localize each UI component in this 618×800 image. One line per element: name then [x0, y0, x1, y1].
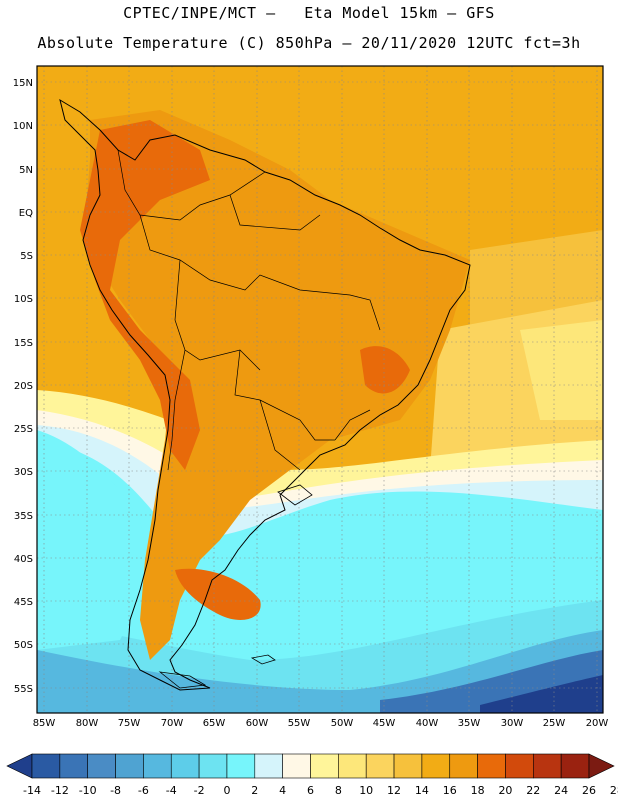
falklands-outline — [250, 654, 276, 665]
colorbar-swatch — [282, 753, 311, 779]
colorbar-tick-label: -12 — [51, 784, 69, 797]
lat-label: 5N — [19, 165, 33, 176]
map-frame — [36, 65, 604, 714]
colorbar-swatch — [170, 753, 200, 779]
lat-label: 50S — [14, 640, 33, 651]
colorbar-max-triangle — [588, 753, 615, 779]
colorbar-tick-label: 18 — [471, 784, 485, 797]
colorbar: -14 -12 -10 -8 -6 -4 -2 0 2 4 6 8 10 12 14 16 18 20 22 24 26… — [6, 753, 618, 797]
tierra-del-fuego-outline — [158, 671, 207, 689]
colorbar-tick-label: 8 — [335, 784, 342, 797]
lon-label: 50W — [331, 718, 354, 729]
colorbar-ticks: -14 -12 -10 -8 -6 -4 -2 0 2 4 6 8 10 12 14 16 18 20 22 24 26… — [23, 784, 618, 797]
lat-label: 55S — [14, 684, 33, 695]
lon-label: 45W — [373, 718, 396, 729]
lat-label: EQ — [19, 208, 33, 219]
colorbar-tick-label: -10 — [79, 784, 97, 797]
colorbar-swatch — [115, 753, 144, 779]
lagoon-outline — [277, 484, 313, 506]
lat-label: 15N — [13, 78, 33, 89]
lon-label: 70W — [161, 718, 184, 729]
colorbar-tick-label: 10 — [359, 784, 373, 797]
colorbar-swatch — [532, 753, 562, 779]
lat-label: 10N — [13, 121, 33, 132]
colorbar-swatch — [198, 753, 228, 779]
colorbar-tick-label: -2 — [194, 784, 205, 797]
temperature-zone-12 — [520, 320, 603, 420]
lon-label: 25W — [543, 718, 566, 729]
colorbar-tick-label: -4 — [166, 784, 177, 797]
lon-label: 55W — [288, 718, 311, 729]
temperature-map: 15N 10N 5N EQ 5S 10S 15S 20S 25S 30S 35S… — [13, 65, 609, 729]
country-borders — [117, 149, 381, 471]
lat-label: 35S — [14, 511, 33, 522]
temperature-zone-minus6 — [480, 675, 603, 713]
colorbar-tick-label: 20 — [498, 784, 512, 797]
lat-label: 5S — [20, 251, 33, 262]
colorbar-swatch — [87, 753, 116, 779]
colorbar-tick-label: 0 — [223, 784, 230, 797]
colorbar-swatch — [505, 753, 534, 779]
colorbar-swatch — [59, 753, 88, 779]
colorbar-tick-label: 16 — [443, 784, 457, 797]
south-america-coastline — [59, 98, 471, 691]
colorbar-swatch — [560, 753, 590, 779]
lon-label: 60W — [246, 718, 269, 729]
colorbar-tick-label: 24 — [554, 784, 568, 797]
lat-label: 30S — [14, 467, 33, 478]
lat-label: 25S — [14, 424, 33, 435]
colorbar-tick-label: 12 — [387, 784, 401, 797]
colorbar-swatch — [449, 753, 478, 779]
pacific-cool-tongue — [37, 430, 144, 650]
lon-label: 85W — [33, 718, 56, 729]
colorbar-swatch — [254, 753, 283, 779]
lon-label: 30W — [501, 718, 524, 729]
lon-label: 35W — [458, 718, 481, 729]
lon-label: 80W — [76, 718, 99, 729]
colorbar-tick-label: 4 — [279, 784, 286, 797]
colorbar-tick-label: 26 — [582, 784, 596, 797]
colorbar-swatch — [143, 753, 172, 779]
colorbar-min-triangle — [6, 753, 33, 779]
andes-hot-field — [80, 120, 210, 470]
lon-label: 65W — [203, 718, 226, 729]
lon-label: 75W — [118, 718, 141, 729]
lat-label: 45S — [14, 597, 33, 608]
chart-title-line-1: CPTEC/INPE/MCT – Eta Model 15km – GFS — [123, 4, 495, 22]
colorbar-tick-label: 6 — [307, 784, 314, 797]
colorbar-tick-label: 2 — [251, 784, 258, 797]
colorbar-swatch — [226, 753, 256, 779]
colorbar-tick-label: -8 — [110, 784, 121, 797]
colorbar-swatch — [393, 753, 423, 779]
colorbar-swatch — [477, 753, 506, 779]
lat-label: 20S — [14, 381, 33, 392]
latitude-labels: 15N 10N 5N EQ 5S 10S 15S 20S 25S 30S 35S… — [13, 78, 33, 695]
brazil-hot-spot — [360, 346, 410, 394]
lon-label: 40W — [416, 718, 439, 729]
lon-label: 20W — [586, 718, 609, 729]
chart-title-line-2: Absolute Temperature (C) 850hPa – 20/11/… — [37, 34, 581, 52]
colorbar-tick-label: 14 — [415, 784, 429, 797]
colorbar-swatch — [421, 753, 451, 779]
colorbar-tick-label: 28 — [610, 784, 618, 797]
colorbar-tick-label: -6 — [138, 784, 149, 797]
colorbar-swatch — [365, 753, 395, 779]
colorbar-swatch — [310, 753, 339, 779]
colorbar-tick-label: 22 — [526, 784, 540, 797]
colorbar-swatch — [31, 753, 61, 779]
lat-label: 15S — [14, 338, 33, 349]
lat-label: 40S — [14, 554, 33, 565]
colorbar-swatches — [6, 753, 615, 779]
continent-warm-field — [85, 110, 470, 660]
colorbar-tick-label: -14 — [23, 784, 41, 797]
longitude-labels: 85W 80W 75W 70W 65W 60W 55W 50W 45W 40W … — [33, 718, 609, 729]
patagonia-hot-spot — [175, 568, 261, 620]
lat-label: 10S — [14, 294, 33, 305]
colorbar-swatch — [338, 753, 367, 779]
